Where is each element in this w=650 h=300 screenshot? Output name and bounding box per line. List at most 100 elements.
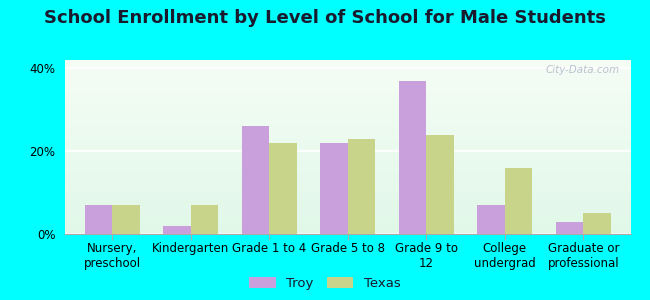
- Bar: [556, 222, 584, 234]
- Bar: [65, 142, 630, 143]
- Bar: [65, 229, 630, 230]
- Bar: [65, 83, 630, 84]
- Bar: [65, 177, 630, 178]
- Bar: [65, 141, 630, 142]
- Bar: [65, 196, 630, 197]
- Bar: [269, 143, 296, 234]
- Bar: [65, 122, 630, 123]
- Bar: [65, 233, 630, 234]
- Bar: [65, 162, 630, 163]
- Bar: [65, 144, 630, 145]
- Bar: [65, 89, 630, 90]
- Bar: [65, 211, 630, 212]
- Bar: [65, 171, 630, 172]
- Bar: [65, 74, 630, 75]
- Bar: [65, 220, 630, 221]
- Bar: [65, 151, 630, 152]
- Bar: [65, 185, 630, 186]
- Bar: [65, 169, 630, 170]
- Bar: [65, 205, 630, 206]
- Bar: [65, 125, 630, 126]
- Bar: [65, 232, 630, 233]
- Bar: [65, 165, 630, 166]
- Bar: [65, 202, 630, 203]
- Bar: [65, 112, 630, 113]
- Bar: [65, 207, 630, 208]
- Bar: [65, 191, 630, 192]
- Bar: [65, 181, 630, 182]
- Bar: [65, 160, 630, 161]
- Bar: [65, 101, 630, 102]
- Bar: [65, 157, 630, 158]
- Bar: [65, 150, 630, 151]
- Bar: [65, 193, 630, 194]
- Bar: [65, 145, 630, 146]
- Bar: [65, 155, 630, 156]
- Bar: [65, 184, 630, 185]
- Bar: [505, 168, 532, 234]
- Bar: [65, 110, 630, 111]
- Bar: [65, 166, 630, 167]
- Bar: [65, 79, 630, 80]
- Bar: [65, 126, 630, 127]
- Bar: [65, 210, 630, 211]
- Bar: [65, 132, 630, 133]
- Bar: [65, 86, 630, 87]
- Bar: [65, 73, 630, 74]
- Bar: [65, 93, 630, 94]
- Bar: [65, 149, 630, 150]
- Bar: [65, 187, 630, 188]
- Bar: [65, 176, 630, 177]
- Bar: [65, 182, 630, 183]
- Bar: [65, 96, 630, 97]
- Bar: [65, 124, 630, 125]
- Bar: [65, 153, 630, 154]
- Bar: [477, 205, 505, 234]
- Bar: [65, 199, 630, 200]
- Bar: [163, 226, 190, 234]
- Bar: [65, 84, 630, 85]
- Bar: [65, 108, 630, 109]
- Bar: [65, 138, 630, 139]
- Bar: [65, 228, 630, 229]
- Bar: [65, 130, 630, 131]
- Bar: [65, 156, 630, 157]
- Bar: [65, 72, 630, 73]
- Bar: [65, 186, 630, 187]
- Bar: [65, 76, 630, 77]
- Bar: [65, 192, 630, 193]
- Bar: [65, 164, 630, 165]
- Bar: [65, 113, 630, 114]
- Bar: [320, 143, 348, 234]
- Bar: [65, 212, 630, 213]
- Bar: [348, 139, 375, 234]
- Bar: [65, 63, 630, 64]
- Bar: [65, 100, 630, 101]
- Bar: [65, 129, 630, 130]
- Bar: [65, 65, 630, 66]
- Bar: [65, 68, 630, 69]
- Bar: [65, 146, 630, 147]
- Bar: [242, 126, 269, 234]
- Bar: [65, 133, 630, 134]
- Bar: [65, 225, 630, 226]
- Bar: [65, 231, 630, 232]
- Bar: [65, 119, 630, 120]
- Bar: [65, 62, 630, 63]
- Bar: [65, 163, 630, 164]
- Bar: [65, 189, 630, 190]
- Bar: [65, 169, 630, 170]
- Bar: [65, 118, 630, 119]
- Bar: [65, 140, 630, 141]
- Bar: [65, 147, 630, 148]
- Bar: [65, 222, 630, 223]
- Bar: [399, 81, 426, 234]
- Bar: [65, 82, 630, 83]
- Bar: [65, 92, 630, 93]
- Bar: [112, 205, 140, 234]
- Bar: [65, 221, 630, 222]
- Bar: [65, 204, 630, 205]
- Bar: [65, 214, 630, 215]
- Bar: [65, 61, 630, 62]
- Bar: [65, 167, 630, 168]
